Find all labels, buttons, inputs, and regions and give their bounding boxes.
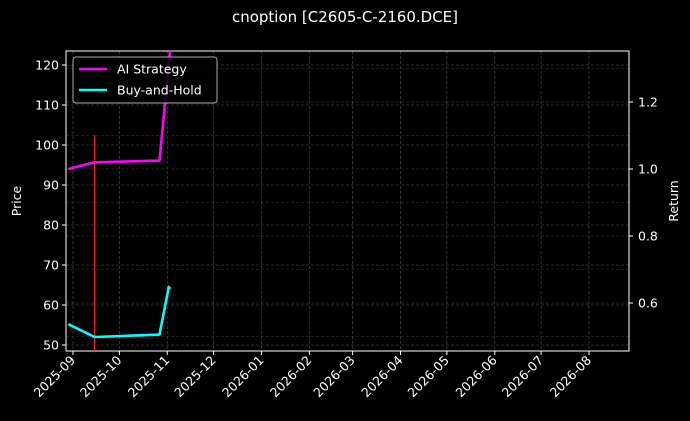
y-right-tick-label: 1.0 xyxy=(638,162,658,177)
y-right-tick-label: 0.8 xyxy=(638,229,658,244)
x-tick-label: 2025-11 xyxy=(125,353,173,401)
y-tick-label: 90 xyxy=(43,178,59,193)
x-tick-label: 2026-01 xyxy=(219,353,267,401)
y-right-tick-label: 0.6 xyxy=(638,296,658,311)
x-tick-label: 2026-05 xyxy=(404,353,452,401)
y-axis-label: Price xyxy=(9,185,24,216)
series-line-ai-strategy xyxy=(68,51,172,171)
y-axis-right-label: Return xyxy=(666,180,681,221)
x-tick-label: 2025-12 xyxy=(171,353,219,401)
x-tick-label: 2025-09 xyxy=(31,352,79,400)
x-tick-label: 2026-08 xyxy=(547,352,595,400)
y-tick-label: 60 xyxy=(43,298,59,313)
x-tick-label: 2026-03 xyxy=(310,353,358,401)
plot-frame xyxy=(65,50,630,352)
x-tick-label: 2026-02 xyxy=(267,353,315,401)
y-tick-label: 80 xyxy=(43,218,59,233)
y-tick-label: 120 xyxy=(35,58,59,73)
y-tick-label: 110 xyxy=(35,98,59,113)
x-tick-label: 2026-06 xyxy=(452,352,500,400)
legend-box xyxy=(72,56,218,104)
chart-title: cnoption [C2605-C-2160.DCE] xyxy=(231,8,459,26)
legend-label: AI Strategy xyxy=(117,62,187,77)
y-tick-label: 50 xyxy=(43,338,59,353)
x-tick-label: 2026-07 xyxy=(499,353,547,401)
series-line-buy-and-hold xyxy=(67,285,172,339)
x-tick-label: 2026-04 xyxy=(358,352,406,400)
y-right-tick-label: 1.2 xyxy=(638,95,658,110)
y-tick-label: 100 xyxy=(35,138,59,153)
y-tick-label: 70 xyxy=(43,258,59,273)
legend-label: Buy-and-Hold xyxy=(117,83,202,98)
x-tick-label: 2025-10 xyxy=(77,352,125,400)
